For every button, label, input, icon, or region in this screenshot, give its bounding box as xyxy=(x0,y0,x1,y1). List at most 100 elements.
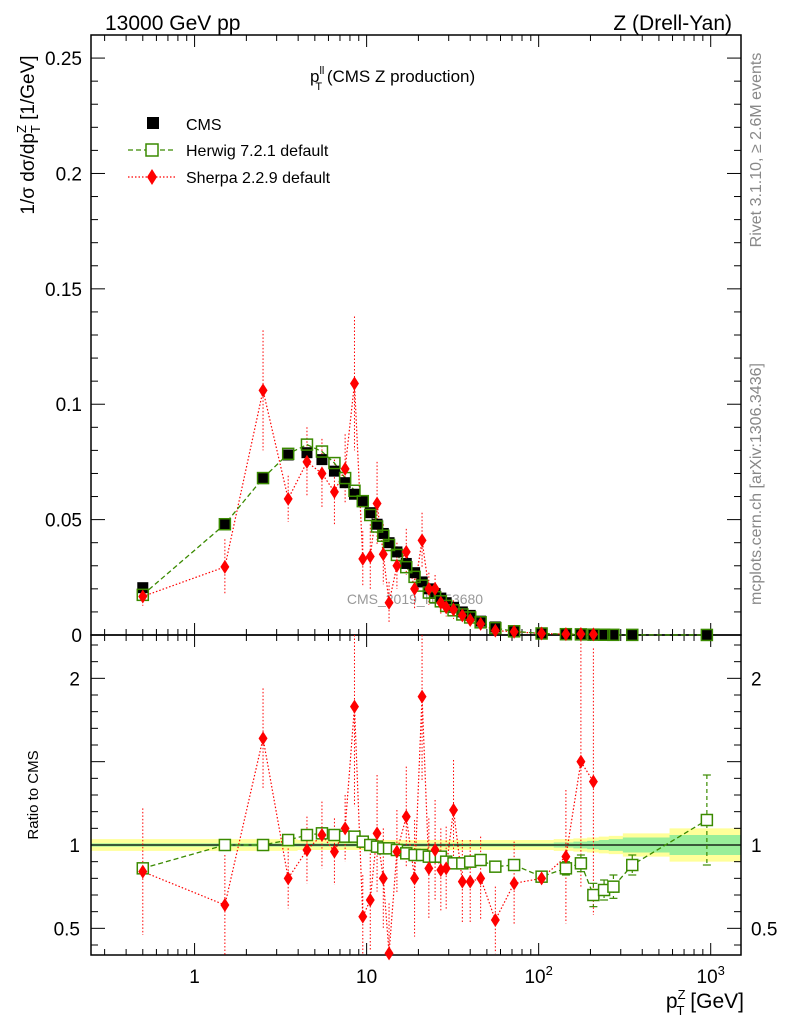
herwig-ratio-point xyxy=(700,813,714,827)
sherpa-ratio-point xyxy=(576,754,586,769)
sherpa-point xyxy=(392,558,402,573)
cms-point xyxy=(701,629,713,641)
sherpa-ratio-point xyxy=(449,803,459,817)
sherpa-point xyxy=(384,595,394,610)
sherpa-ratio-point xyxy=(509,876,519,891)
sherpa-point xyxy=(340,461,350,476)
cms-point xyxy=(383,537,395,549)
legend: CMS Herwig 7.2.1 default Sherpa 2.2.9 de… xyxy=(128,117,331,187)
sherpa-ratio-point xyxy=(401,809,411,824)
sherpa-ratio-point xyxy=(365,893,375,907)
sherpa-point xyxy=(561,627,571,642)
herwig-point xyxy=(700,628,714,642)
sherpa-ratio-point xyxy=(258,731,268,746)
cms-point xyxy=(400,557,412,569)
cms-point xyxy=(328,465,340,477)
cms-point xyxy=(364,507,376,519)
sherpa-point xyxy=(220,559,230,574)
herwig-point xyxy=(300,438,314,451)
sherpa-point xyxy=(410,581,420,596)
sherpa-point xyxy=(441,600,451,615)
herwig-ratio-point xyxy=(463,855,477,868)
herwig-ratio-point xyxy=(587,888,600,902)
herwig-ratio-point xyxy=(489,860,502,873)
sherpa-ratio-point xyxy=(410,871,420,886)
y-tick-label-top: 0.1 xyxy=(56,395,82,416)
herwig-ratio-point xyxy=(328,828,341,842)
legend-marker-herwig xyxy=(145,143,159,157)
sherpa-point xyxy=(537,626,547,641)
sherpa-point xyxy=(349,376,359,391)
sherpa-ratio-point xyxy=(417,689,427,704)
sherpa-ratio-point xyxy=(372,826,382,841)
herwig-point xyxy=(256,471,270,485)
process-header: Z (Drell-Yan) xyxy=(613,12,732,35)
herwig-ratio-point xyxy=(281,833,295,847)
legend-marker-cms xyxy=(147,117,159,129)
sherpa-point xyxy=(509,624,519,639)
herwig-point xyxy=(328,456,341,470)
y-tick-label-top: 0.2 xyxy=(56,164,82,185)
herwig-ratio-point xyxy=(574,857,588,870)
sherpa-point xyxy=(365,549,375,564)
sherpa-point xyxy=(424,581,434,596)
sherpa-point xyxy=(476,616,486,631)
cms-point xyxy=(391,546,403,558)
sherpa-point xyxy=(576,626,586,641)
sherpa-point xyxy=(358,551,368,566)
cms-point xyxy=(357,495,369,507)
x-tick-label: 10 xyxy=(356,967,377,988)
y-tick-label-ratio: 0.5 xyxy=(54,919,80,940)
sherpa-point xyxy=(457,608,467,623)
cms-point xyxy=(339,477,351,489)
sherpa-point xyxy=(417,533,427,548)
y-tick-label-ratio-right: 0.5 xyxy=(751,919,777,940)
legend-label-sherpa: Sherpa 2.2.9 default xyxy=(186,170,331,187)
sherpa-point xyxy=(490,623,500,638)
cms-point xyxy=(409,567,421,579)
sherpa-ratio-point xyxy=(138,864,148,879)
y-tick-label-top: 0.05 xyxy=(45,511,82,532)
cms-point xyxy=(626,629,638,641)
legend-marker-sherpa xyxy=(147,169,157,185)
sherpa-ratio-point xyxy=(329,844,339,859)
sherpa-ratio-point xyxy=(561,849,571,864)
x-tick-label: 102 xyxy=(524,963,552,988)
sherpa-ratio-point xyxy=(537,871,547,886)
herwig-ratio-point xyxy=(626,858,639,872)
sherpa-ratio-point xyxy=(302,843,312,857)
y-tick-label-top: 0 xyxy=(71,626,82,647)
x-tick-label: 103 xyxy=(697,963,725,988)
sherpa-point xyxy=(317,466,327,481)
sherpa-ratio-point xyxy=(358,909,368,924)
cms-point xyxy=(377,527,389,539)
sherpa-point xyxy=(258,383,268,398)
cms-point xyxy=(371,518,383,530)
y-tick-label-ratio-right: 2 xyxy=(751,669,762,690)
sherpa-ratio-point xyxy=(424,861,434,876)
sherpa-point xyxy=(465,613,475,627)
ratio-panel-frame xyxy=(90,634,742,956)
x-tick-label: 1 xyxy=(189,967,200,988)
sherpa-ratio-point xyxy=(457,874,467,889)
sherpa-point xyxy=(378,547,388,562)
y-tick-label-top: 0.15 xyxy=(45,280,82,301)
sherpa-ratio-point xyxy=(476,871,486,886)
sherpa-point xyxy=(449,602,459,617)
herwig-ratio-point xyxy=(256,838,270,852)
cms-point xyxy=(257,472,269,484)
sherpa-ratio-point xyxy=(317,828,327,842)
sherpa-ratio-line xyxy=(142,696,594,954)
herwig-point xyxy=(356,494,370,508)
sherpa-point xyxy=(302,454,312,469)
sherpa-point xyxy=(283,491,293,506)
y-tick-label-ratio-right: 1 xyxy=(751,836,762,857)
herwig-point xyxy=(348,484,361,498)
cms-point xyxy=(598,629,610,641)
herwig-point xyxy=(400,560,413,574)
sherpa-ratio-point xyxy=(349,699,359,714)
mcplots-label: mcplots.cern.ch [arXiv:1306.3436] xyxy=(748,363,765,605)
sherpa-point xyxy=(138,589,148,604)
sherpa-point xyxy=(401,544,411,559)
